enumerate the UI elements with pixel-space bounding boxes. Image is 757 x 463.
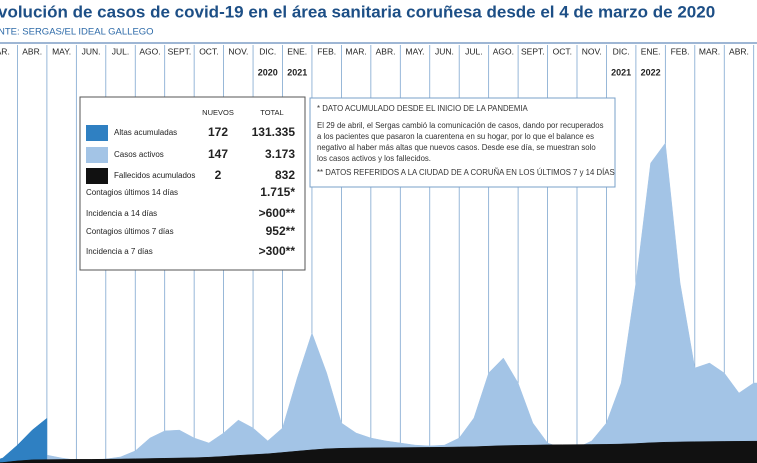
x-tick-label: ABR. xyxy=(729,46,749,56)
x-tick-label: AGO. xyxy=(493,46,514,56)
row-label: Incidencia a 7 días xyxy=(86,247,153,256)
x-tick-label: DIC. xyxy=(259,46,276,56)
legend-swatch xyxy=(86,168,108,184)
x-tick-label: JUL. xyxy=(112,46,129,56)
row-label: Casos activos xyxy=(114,150,164,159)
x-tick-label: OCT. xyxy=(553,46,572,56)
x-tick-label: SEPT. xyxy=(521,46,545,56)
row-new: 2 xyxy=(215,168,222,182)
x-tick-label: ENE. xyxy=(287,46,307,56)
x-tick-label: ENE. xyxy=(641,46,661,56)
x-tick-label: JUN. xyxy=(82,46,101,56)
legend-swatch xyxy=(86,147,108,163)
x-tick-label: FEB. xyxy=(317,46,336,56)
x-tick-label: AR. xyxy=(0,46,10,56)
x-tick-label: AGO. xyxy=(139,46,160,56)
row-total: 3.173 xyxy=(265,147,295,161)
note-line: * DATO ACUMULADO DESDE EL INICIO DE LA P… xyxy=(317,104,529,113)
x-tick-label: MAY. xyxy=(52,46,71,56)
x-tick-label: MAR. xyxy=(699,46,720,56)
year-label: 2021 xyxy=(611,67,631,77)
chart-title: volución de casos de covid-19 en el área… xyxy=(0,2,715,21)
data-table: NUEVOS TOTAL Altas acumuladas 172 131.335 Cas… xyxy=(79,96,306,271)
row-label: Contagios últimos 14 días xyxy=(86,188,178,197)
row-total: 832 xyxy=(275,168,295,182)
x-tick-label: MAR. xyxy=(346,46,367,56)
x-tick-label: ABR. xyxy=(22,46,42,56)
row-new: 147 xyxy=(208,147,228,161)
row-label: Incidencia a 14 días xyxy=(86,209,157,218)
x-tick-label: NOV. xyxy=(228,46,248,56)
x-tick-label: ABR. xyxy=(376,46,396,56)
source: NTE: SERGAS/EL IDEAL GALLEGO xyxy=(0,27,154,38)
area xyxy=(0,142,757,463)
row-label: Contagios últimos 7 días xyxy=(86,227,174,236)
x-tick-label: SEPT. xyxy=(168,46,192,56)
year-label: 2021 xyxy=(287,67,307,77)
row-total: 1.715* xyxy=(260,185,295,199)
row-label: Altas acumuladas xyxy=(114,128,177,137)
area xyxy=(0,440,757,463)
area xyxy=(0,417,48,463)
notes: * DATO ACUMULADO DESDE EL INICIO DE LA P… xyxy=(309,97,616,188)
row-total: 952** xyxy=(266,224,296,238)
legend-swatch xyxy=(86,125,108,141)
table-header: TOTAL xyxy=(260,108,283,117)
row-total: >600** xyxy=(259,206,296,220)
x-tick-label: NOV. xyxy=(582,46,602,56)
note-line: a los pacientes que pasaron la cuarenten… xyxy=(317,132,594,141)
plot-area: AR. ABR. MAY. JUN. JUL. AGO. SEPT. OCT. NOV. DIC.… xyxy=(0,45,757,463)
year-label: 2020 xyxy=(258,67,278,77)
note-line: los casos activos y los fallecidos. xyxy=(317,154,431,163)
x-tick-label: OCT. xyxy=(199,46,218,56)
row-total: 131.335 xyxy=(252,125,296,139)
note-line: ** DATOS REFERIDOS A LA CIUDAD DE A CORU… xyxy=(317,168,615,177)
table-header: NUEVOS xyxy=(202,108,234,117)
x-tick-label: JUL. xyxy=(465,46,482,56)
notes-box xyxy=(309,97,616,188)
note-line: negativo al haber más altas que nuevos c… xyxy=(317,143,596,152)
x-tick-label: JUN. xyxy=(435,46,454,56)
x-tick-label: DIC. xyxy=(613,46,630,56)
row-total: >300** xyxy=(259,244,296,258)
year-label: 2022 xyxy=(641,67,661,77)
note-line: El 29 de abril, el Sergas cambió la comu… xyxy=(317,121,604,130)
row-label: Fallecidos acumulados xyxy=(114,171,195,180)
x-tick-label: FEB. xyxy=(671,46,690,56)
row-new: 172 xyxy=(208,125,228,139)
table-box xyxy=(79,96,306,271)
x-tick-label: MAY. xyxy=(405,46,424,56)
